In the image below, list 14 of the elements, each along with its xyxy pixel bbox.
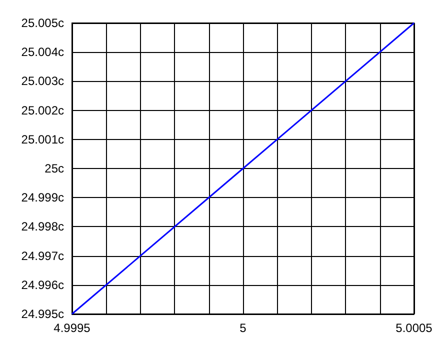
y-tick-label: 25c bbox=[44, 162, 64, 176]
y-tick-label: 24.997c bbox=[21, 248, 64, 263]
x-tick-label: 5 bbox=[240, 321, 247, 335]
x-tick-label: 4.9995 bbox=[54, 321, 91, 335]
y-tick-label: 25.004c bbox=[21, 45, 64, 60]
y-tick-label: 25.003c bbox=[21, 74, 64, 88]
y-tick-label: 25.001c bbox=[21, 132, 64, 146]
y-tick-label: 24.998c bbox=[21, 220, 64, 234]
y-tick-label: 24.996c bbox=[21, 278, 64, 292]
y-tick-label: 25.005c bbox=[21, 16, 64, 30]
y-tick-label: 24.999c bbox=[21, 190, 64, 205]
x-tick-label: 5.0005 bbox=[396, 321, 433, 335]
y-tick-label: 25.002c bbox=[21, 103, 64, 118]
y-tick-label: 24.995c bbox=[21, 307, 64, 321]
